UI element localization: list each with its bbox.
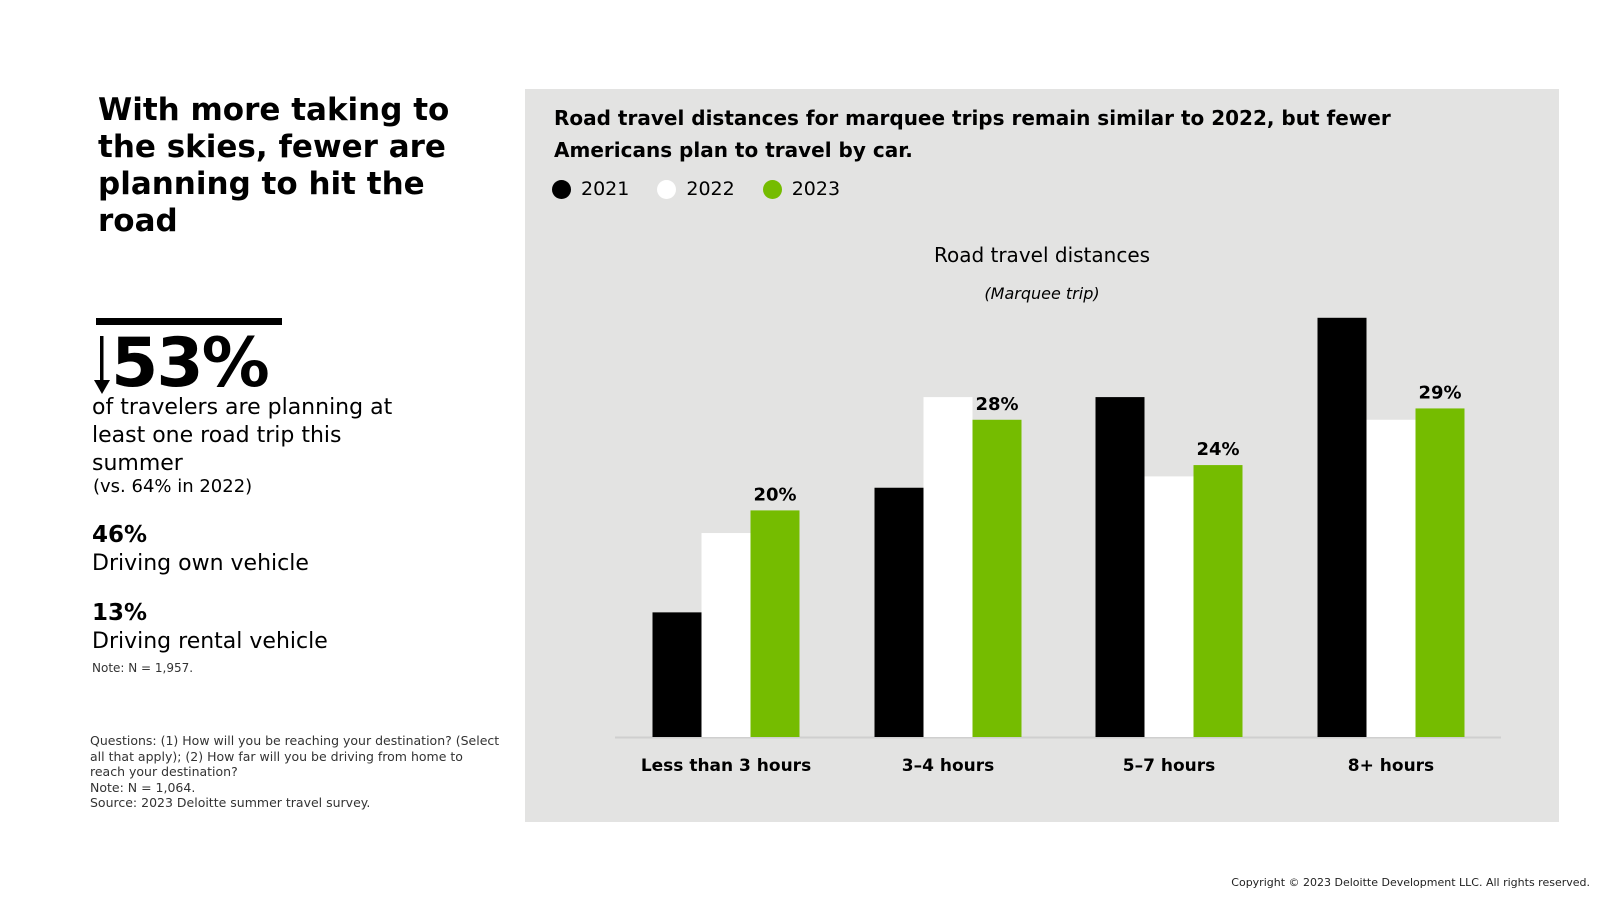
chart-title: Road travel distances <box>933 243 1151 267</box>
bar-2022-1 <box>923 397 973 737</box>
footnote-source: Source: 2023 Deloitte summer travel surv… <box>90 795 371 810</box>
highlight-comparison: (vs. 64% in 2022) <box>93 476 253 497</box>
legend-label: 2021 <box>581 178 630 200</box>
stat-divider <box>96 318 282 325</box>
legend-swatch <box>762 179 782 199</box>
category-label: 8+ hours <box>1348 756 1434 776</box>
category-label: 5–7 hours <box>1123 756 1215 776</box>
bar-2021-1 <box>874 487 924 737</box>
bar-2023-1 <box>972 419 1022 737</box>
bar-2023-3 <box>1415 408 1465 737</box>
bar-2022-0 <box>701 533 751 737</box>
data-label: 24% <box>1196 439 1239 460</box>
bar-2023-2 <box>1193 465 1243 737</box>
footnote-note: Note: N = 1,064. <box>90 779 196 795</box>
legend-swatch <box>657 179 677 199</box>
copyright: Copyright © 2023 Deloitte Development LL… <box>1231 876 1590 889</box>
category-label: 3–4 hours <box>902 756 994 776</box>
highlight-value: 53% <box>111 324 270 403</box>
data-label: 29% <box>1418 382 1461 403</box>
stat-label-own-vehicle: Driving own vehicle <box>92 551 309 576</box>
footnotes: Questions: (1) How will you be reaching … <box>90 733 500 811</box>
headline: With more taking to the skies, fewer are… <box>98 92 450 239</box>
chart-legend: 2021 2022 2023 <box>552 178 840 200</box>
chart-subtitle: (Marquee trip) <box>984 284 1100 303</box>
data-label: 28% <box>975 394 1018 415</box>
bar-2021-2 <box>1095 397 1145 737</box>
data-label: 20% <box>753 484 796 505</box>
bar-2021-0 <box>652 612 702 737</box>
chart-heading: Road travel distances for marquee trips … <box>554 106 1391 162</box>
stat-value-rental-vehicle: 13% <box>92 600 148 626</box>
legend-item-2023: 2023 <box>762 178 841 200</box>
legend-item-2021: 2021 <box>552 178 629 200</box>
legend-item-2022: 2022 <box>657 178 735 200</box>
legend-swatch <box>552 179 571 199</box>
legend-label: 2023 <box>791 178 841 200</box>
stats-note: Note: N = 1,957. <box>92 661 194 675</box>
footnote-questions: Questions: (1) How will you be reaching … <box>90 733 500 779</box>
bar-2023-0 <box>750 510 800 737</box>
arrow-down-icon <box>94 336 110 394</box>
stat-label-rental-vehicle: Driving rental vehicle <box>92 629 328 654</box>
stat-value-own-vehicle: 46% <box>92 522 148 548</box>
category-label: Less than 3 hours <box>641 756 811 776</box>
bar-2021-3 <box>1317 317 1367 737</box>
highlight-description: of travelers are planning at least one r… <box>92 395 393 476</box>
bar-2022-2 <box>1144 476 1194 737</box>
bar-2022-3 <box>1366 419 1416 737</box>
legend-label: 2022 <box>686 178 735 200</box>
